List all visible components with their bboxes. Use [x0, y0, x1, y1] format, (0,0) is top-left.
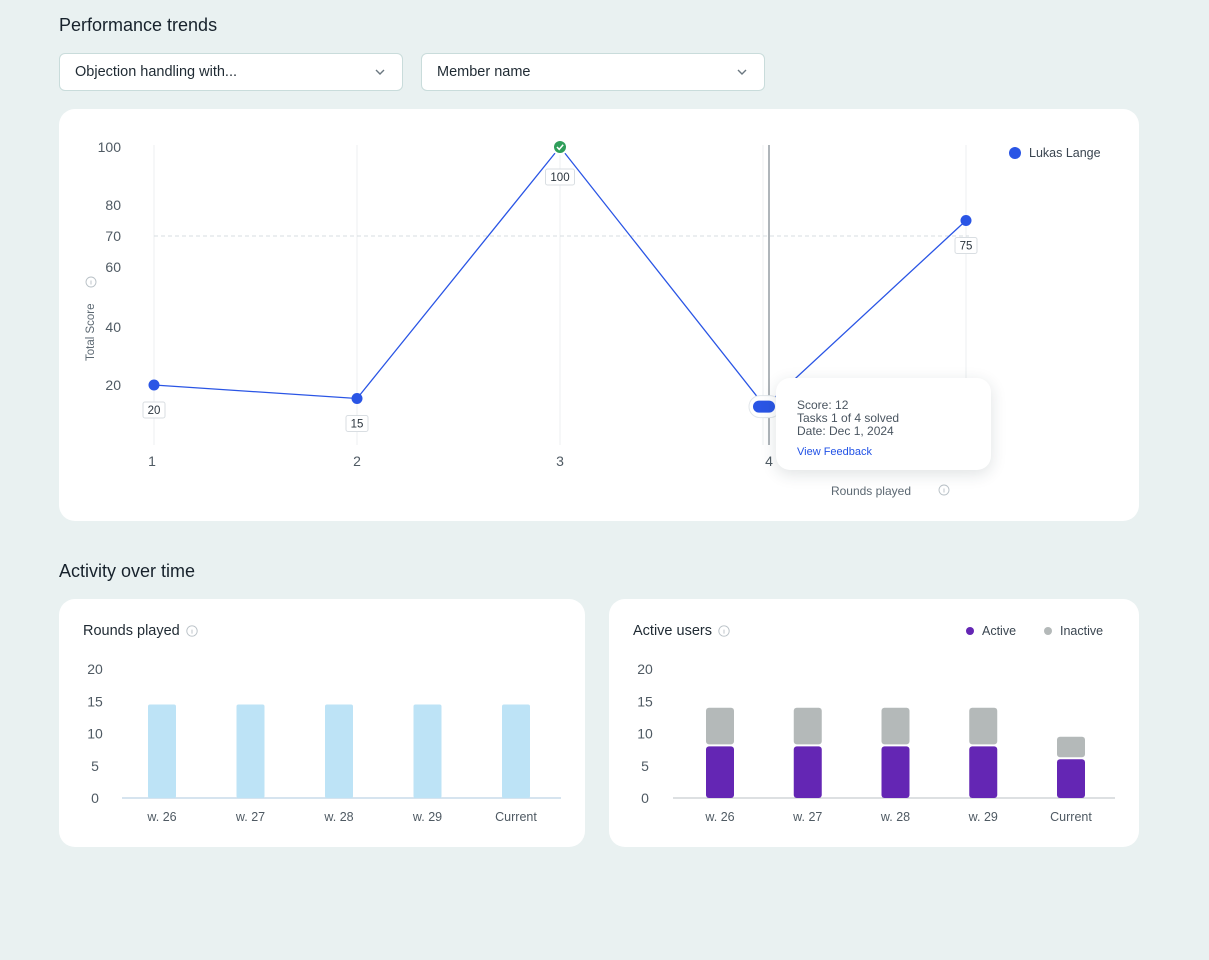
x-axis-label: Rounds played — [831, 484, 911, 498]
data-label-box — [345, 415, 369, 432]
legend-lukas-lange: Lukas Lange — [1009, 146, 1101, 160]
bar-active — [706, 746, 734, 798]
data-point — [148, 379, 160, 391]
bar-active — [793, 746, 822, 798]
legend-dot-active — [966, 627, 974, 635]
bar-inactive — [706, 707, 734, 745]
chevron-down-icon — [375, 69, 385, 75]
active-users-chart: 20 15 10 5 0 w. 26 w. 27 w. 28 w. 29 Current — [637, 661, 1115, 824]
legend-dot-inactive — [1044, 627, 1052, 635]
performance-title: Performance trends — [59, 15, 218, 35]
rounds-played-title-text: Rounds played — [83, 623, 180, 639]
scenario-select[interactable]: Objection handling with... — [59, 53, 403, 91]
x-tick-label: 3 — [556, 453, 564, 469]
data-point — [351, 393, 363, 404]
info-icon — [718, 625, 730, 637]
bar — [413, 704, 442, 798]
x-tick-label: Current — [1050, 810, 1092, 824]
check-icon — [556, 144, 564, 151]
chevron-down-icon — [737, 69, 747, 75]
rounds-played-card: Rounds played 20 15 10 5 0 w. 26 w. 27 w. 28 w. … — [59, 599, 585, 847]
data-label-box — [142, 401, 166, 419]
x-tick-label: w. 28 — [323, 810, 353, 824]
x-tick-label: w. 29 — [412, 810, 442, 824]
bar-inactive — [793, 707, 822, 745]
activity-title: Activity over time — [59, 561, 196, 581]
member-select[interactable]: Member name — [421, 53, 765, 91]
x-tick-label: w. 29 — [968, 810, 998, 824]
rounds-played-chart: 20 15 10 5 0 w. 26 w. 27 w. 28 w. 29 Current — [87, 661, 561, 824]
legend-inactive-label: Inactive — [1060, 624, 1104, 638]
x-axis-info-icon — [938, 484, 950, 496]
y-tick-label: 80 — [105, 197, 121, 213]
data-label: 75 — [960, 241, 973, 253]
x-tick-label: 1 — [148, 453, 156, 469]
bar-inactive — [881, 707, 910, 745]
tooltip-date: Date: Dec 1, 2024 — [797, 424, 894, 438]
active-users-title: Active users — [633, 623, 730, 639]
x-tick-label: w. 27 — [235, 810, 265, 824]
bar — [502, 704, 530, 798]
y-tick-label: 5 — [91, 758, 99, 774]
active-users-card: Active users Active Inactive 20 15 10 5 0 w. … — [609, 599, 1139, 847]
data-point — [753, 400, 775, 413]
bar-active — [1057, 759, 1085, 798]
legend-active: Active — [966, 624, 1016, 638]
active-users-title-text: Active users — [633, 623, 712, 639]
y-tick-label: 10 — [637, 726, 653, 742]
x-tick-label: w. 26 — [146, 810, 176, 824]
performance-card: Total Score Rounds played 100 80 70 60 40 20 1… — [59, 109, 1139, 521]
y-tick-label: 20 — [105, 377, 121, 393]
view-feedback-link[interactable]: View Feedback — [797, 446, 873, 458]
x-tick-label: 2 — [353, 453, 361, 469]
y-tick-label: 15 — [87, 693, 103, 709]
bar-inactive — [1057, 736, 1085, 758]
bar — [325, 704, 353, 798]
y-tick-label: 10 — [87, 726, 103, 742]
x-tick-label: w. 26 — [704, 810, 734, 824]
legend-active-label: Active — [982, 624, 1017, 638]
x-tick-label: w. 28 — [880, 810, 910, 824]
data-label: 100 — [550, 172, 569, 184]
data-point — [554, 141, 566, 153]
y-tick-label: 15 — [637, 693, 653, 709]
rounds-played-title: Rounds played — [83, 623, 198, 639]
y-axis-info-icon — [85, 276, 97, 288]
y-tick-label: 0 — [641, 790, 649, 806]
y-tick-label: 20 — [87, 661, 103, 677]
y-tick-label: 0 — [91, 790, 99, 806]
member-select-value: Member name — [437, 64, 531, 80]
bar — [148, 704, 176, 798]
data-label-box — [545, 168, 575, 186]
bar-active — [881, 746, 910, 798]
scenario-select-value: Objection handling with... — [75, 64, 238, 80]
x-tick-label: 4 — [765, 453, 773, 469]
data-point — [960, 215, 972, 226]
bar-active — [969, 746, 998, 798]
data-label: 20 — [148, 405, 161, 417]
tooltip-score: Score: 12 — [797, 398, 849, 412]
y-tick-label: 5 — [641, 758, 649, 774]
y-tick-label: 60 — [105, 259, 121, 275]
x-tick-label: w. 27 — [792, 810, 822, 824]
legend-inactive: Inactive — [1044, 624, 1103, 638]
bar — [236, 704, 265, 798]
y-tick-label: 100 — [98, 139, 122, 155]
legend-dot — [1009, 147, 1021, 159]
legend-label: Lukas Lange — [1029, 146, 1101, 160]
bar-inactive — [969, 707, 998, 745]
data-label-box — [954, 237, 978, 254]
tooltip-tasks: Tasks 1 of 4 solved — [797, 411, 900, 425]
data-label: 15 — [351, 419, 364, 431]
performance-chart: Total Score Rounds played 100 80 70 60 40 20 1… — [85, 139, 978, 498]
y-tick-label: 70 — [105, 228, 121, 244]
y-tick-label: 40 — [105, 319, 121, 335]
x-tick-label: Current — [495, 810, 537, 824]
info-icon — [186, 625, 198, 637]
score-tooltip: Score: 12 Tasks 1 of 4 solved Date: Dec … — [776, 378, 991, 470]
y-axis-label: Total Score — [85, 303, 97, 361]
y-tick-label: 20 — [637, 661, 653, 677]
